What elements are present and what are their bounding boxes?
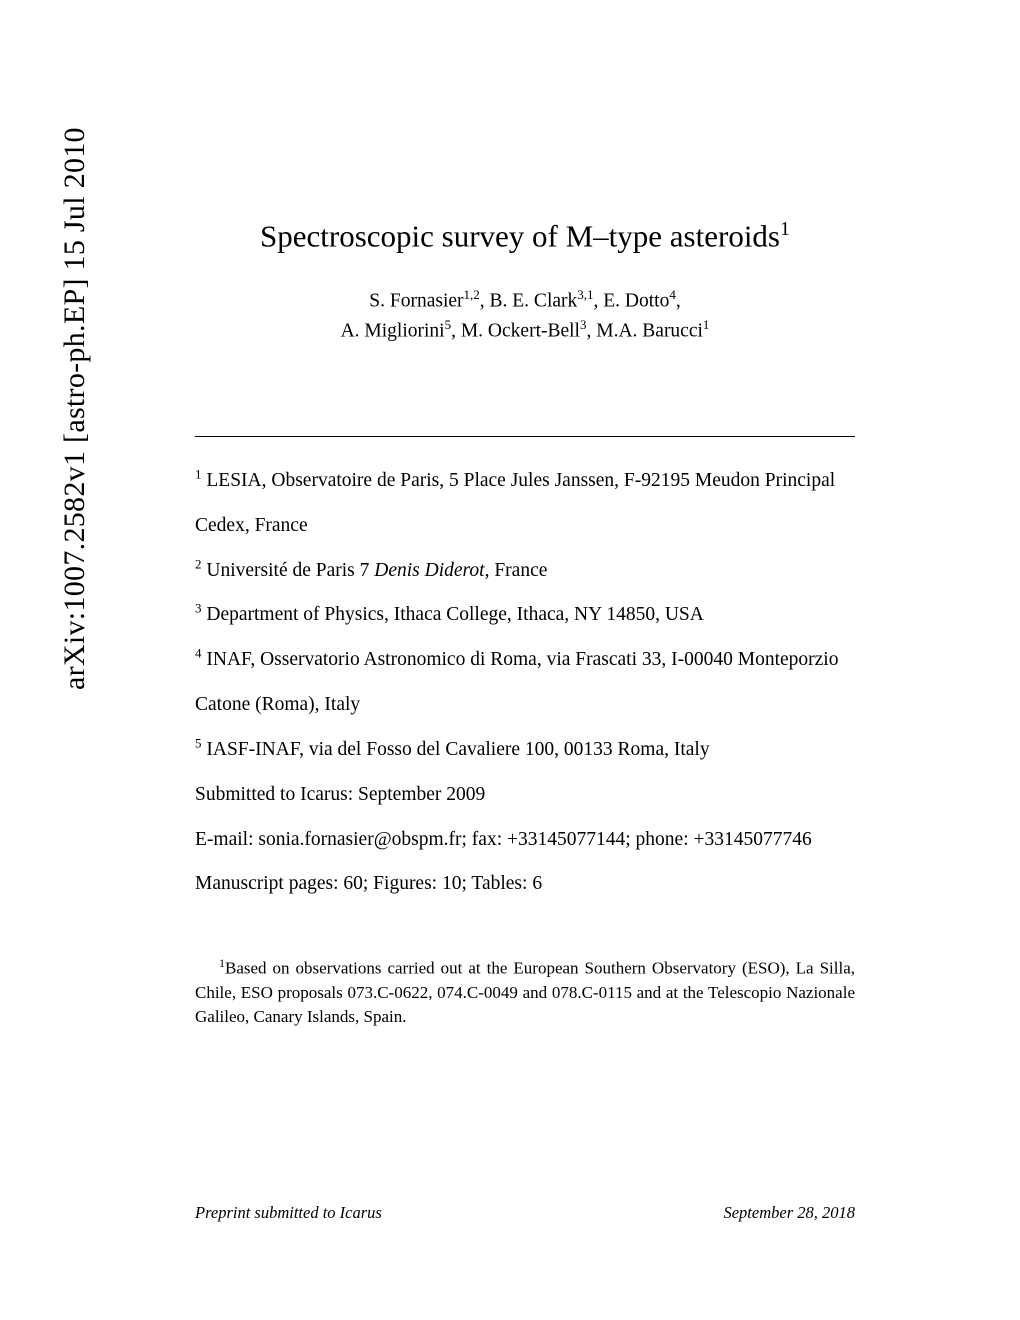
author-name: E. Dotto: [603, 291, 669, 312]
arxiv-stamp: arXiv:1007.2582v1 [astro-ph.EP] 15 Jul 2…: [58, 127, 92, 690]
submitted-line: Submitted to Icarus: September 2009: [195, 773, 855, 818]
separator: ,: [480, 291, 490, 312]
author-name: A. Migliorini: [341, 321, 445, 342]
author-name: M.A. Barucci: [596, 321, 703, 342]
affiliation: 1 LESIA, Observatoire de Paris, 5 Place …: [195, 459, 855, 549]
paper-content: Spectroscopic survey of M–type asteroids…: [195, 218, 855, 1029]
authors-block: S. Fornasier1,2, B. E. Clark3,1, E. Dott…: [195, 286, 855, 346]
title-footnote-marker: 1: [780, 218, 790, 240]
authors-line-2: A. Migliorini5, M. Ockert-Bell3, M.A. Ba…: [195, 316, 855, 346]
affil-text: Department of Physics, Ithaca College, I…: [202, 604, 704, 625]
paper-title: Spectroscopic survey of M–type asteroids…: [195, 218, 855, 254]
affil-emph: Denis Diderot: [374, 560, 484, 581]
author-affil-sup: 3,1: [577, 287, 593, 302]
manuscript-info: Manuscript pages: 60; Figures: 10; Table…: [195, 862, 855, 907]
affil-text: Université de Paris 7: [202, 560, 375, 581]
separator: ,: [451, 321, 461, 342]
separator: ,: [676, 291, 681, 312]
affiliation: 4 INAF, Osservatorio Astronomico di Roma…: [195, 638, 855, 728]
title-text: Spectroscopic survey of M–type asteroids: [260, 218, 780, 253]
affiliation: 3 Department of Physics, Ithaca College,…: [195, 593, 855, 638]
author-affil-sup: 1,2: [464, 287, 480, 302]
affil-text: LESIA, Observatoire de Paris, 5 Place Ju…: [195, 470, 835, 536]
author-name: M. Ockert-Bell: [461, 321, 580, 342]
affil-text: , France: [485, 560, 548, 581]
footnote-text: Based on observations carried out at the…: [195, 959, 855, 1026]
separator: ,: [586, 321, 596, 342]
divider: [195, 436, 855, 437]
footnote-block: 1Based on observations carried out at th…: [195, 955, 855, 1029]
affil-text: IASF-INAF, via del Fosso del Cavaliere 1…: [202, 739, 710, 760]
author-name: B. E. Clark: [490, 291, 578, 312]
author-name: S. Fornasier: [369, 291, 463, 312]
separator: ,: [594, 291, 604, 312]
footer-left: Preprint submitted to Icarus: [195, 1203, 382, 1223]
contact-line: E-mail: sonia.fornasier@obspm.fr; fax: +…: [195, 818, 855, 863]
footer: Preprint submitted to Icarus September 2…: [195, 1203, 855, 1223]
affiliation: 5 IASF-INAF, via del Fosso del Cavaliere…: [195, 728, 855, 773]
author-affil-sup: 1: [703, 317, 710, 332]
affiliation: 2 Université de Paris 7 Denis Diderot, F…: [195, 549, 855, 594]
affiliations-block: 1 LESIA, Observatoire de Paris, 5 Place …: [195, 459, 855, 907]
affil-text: INAF, Osservatorio Astronomico di Roma, …: [195, 649, 838, 715]
footer-right: September 28, 2018: [723, 1203, 855, 1223]
authors-line-1: S. Fornasier1,2, B. E. Clark3,1, E. Dott…: [195, 286, 855, 316]
